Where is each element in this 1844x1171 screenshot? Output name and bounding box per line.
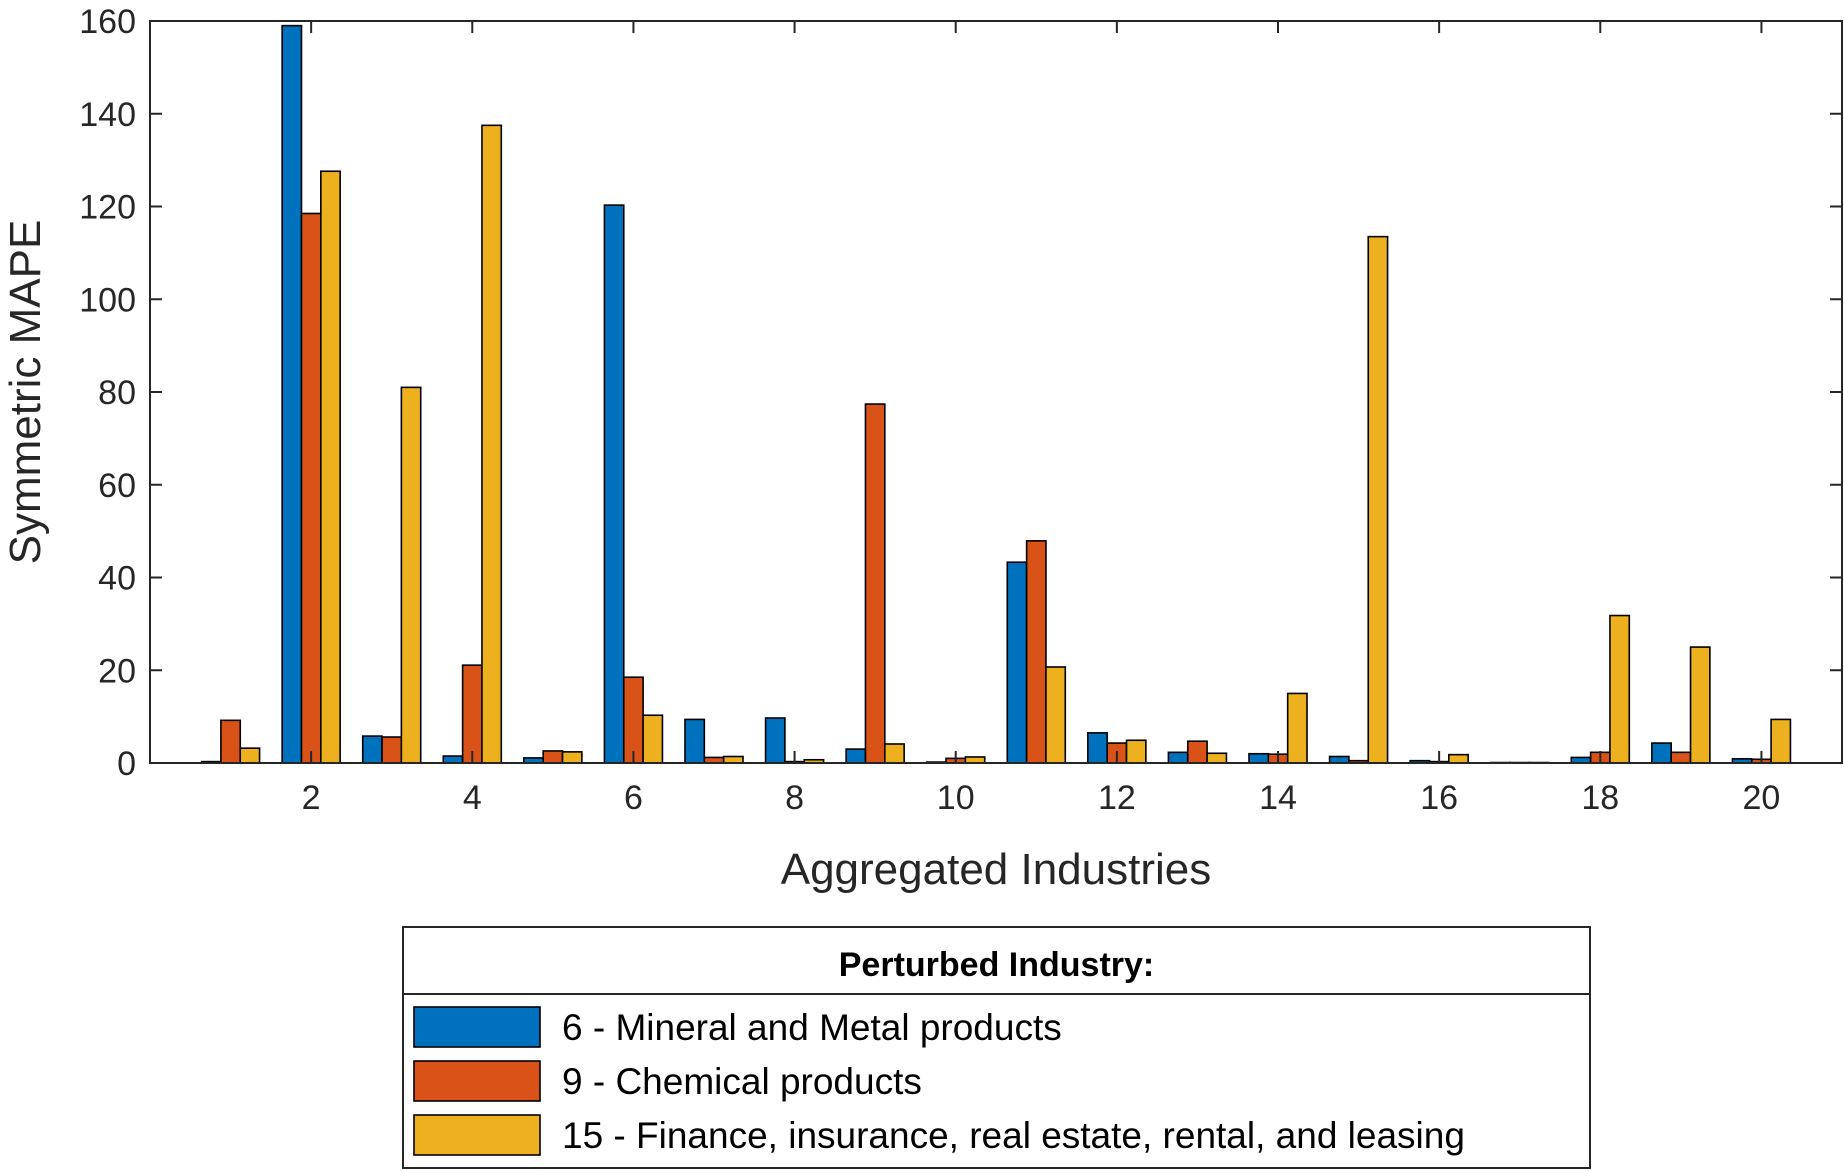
y-tick-label: 20 xyxy=(98,652,136,690)
y-tick-label: 80 xyxy=(98,374,136,412)
bar-1-9 xyxy=(845,748,867,764)
bar-1-7 xyxy=(684,718,706,764)
bar-2-11 xyxy=(1025,540,1047,764)
bar-3-11 xyxy=(1045,666,1067,764)
x-axis-label: Aggregated Industries xyxy=(781,845,1212,894)
legend: Perturbed Industry: 6 - Mineral and Meta… xyxy=(402,926,1591,1169)
bar-2-2 xyxy=(300,212,322,764)
bar-2-1 xyxy=(220,719,242,764)
x-tick-label: 2 xyxy=(302,779,321,817)
bar-3-6 xyxy=(642,714,664,764)
bar-2-3 xyxy=(381,736,403,764)
bar-3-1 xyxy=(239,747,261,764)
bar-3-16 xyxy=(1448,753,1469,764)
x-tick-label: 4 xyxy=(463,779,482,817)
y-tick-label: 120 xyxy=(79,189,136,227)
bar-2-9 xyxy=(864,403,886,764)
legend-swatch-1 xyxy=(413,1006,541,1048)
bar-1-13 xyxy=(1167,751,1189,764)
bar-3-2 xyxy=(320,170,341,764)
bar-1-4 xyxy=(442,755,464,764)
bar-3-14 xyxy=(1286,692,1308,764)
bar-1-12 xyxy=(1087,732,1108,764)
x-tick-label: 16 xyxy=(1420,779,1458,817)
bar-3-3 xyxy=(400,386,422,764)
y-tick-label: 140 xyxy=(79,96,136,134)
bar-3-5 xyxy=(561,751,583,764)
legend-title: Perturbed Industry: xyxy=(839,946,1154,984)
x-tick-label: 8 xyxy=(785,779,804,817)
bar-3-13 xyxy=(1206,752,1228,764)
legend-box xyxy=(402,926,1591,1169)
bar-3-15 xyxy=(1367,235,1389,764)
bar-3-4 xyxy=(481,124,503,764)
bar-1-2 xyxy=(281,24,303,764)
bar-1-6 xyxy=(603,204,625,764)
y-tick-label: 60 xyxy=(98,467,136,505)
ticks-group: 0 20 40 60 80 100 120 140 160 2 4 6 8 10 12 14 16 18 20 xyxy=(79,3,1842,817)
bar-1-8 xyxy=(764,717,786,764)
bar-2-4 xyxy=(461,664,483,764)
x-tick-label: 12 xyxy=(1098,779,1136,817)
bar-2-13 xyxy=(1186,740,1208,764)
legend-label-2: 9 - Chemical products xyxy=(562,1061,922,1102)
bar-3-18 xyxy=(1609,614,1631,764)
bars-group xyxy=(200,24,1792,764)
y-tick-label: 0 xyxy=(117,745,136,783)
bar-3-12 xyxy=(1125,739,1147,764)
legend-swatch-3 xyxy=(413,1114,541,1156)
legend-label-3: 15 - Finance, insurance, real estate, re… xyxy=(562,1115,1465,1156)
y-tick-label: 100 xyxy=(79,281,136,319)
bar-2-5 xyxy=(542,750,564,764)
x-tick-label: 6 xyxy=(624,779,643,817)
x-tick-label: 10 xyxy=(937,779,975,817)
bar-3-20 xyxy=(1770,718,1792,764)
y-axis-label: Symmetric MAPE xyxy=(1,220,50,565)
bar-1-11 xyxy=(1006,561,1028,764)
bar-1-14 xyxy=(1248,752,1270,764)
y-tick-label: 40 xyxy=(98,560,136,598)
bar-3-19 xyxy=(1689,646,1711,764)
bar-1-19 xyxy=(1651,742,1672,764)
x-tick-label: 18 xyxy=(1581,779,1619,817)
bar-1-3 xyxy=(361,735,383,764)
x-tick-label: 20 xyxy=(1743,779,1781,817)
legend-label-1: 6 - Mineral and Metal products xyxy=(562,1007,1062,1048)
bar-2-6 xyxy=(622,676,644,764)
bar-2-19 xyxy=(1670,751,1692,764)
bar-3-9 xyxy=(884,743,905,764)
legend-items: 6 - Mineral and Metal products 9 - Chemic… xyxy=(413,1006,1465,1156)
x-tick-label: 14 xyxy=(1259,779,1297,817)
y-tick-label: 160 xyxy=(79,3,136,41)
legend-swatch-2 xyxy=(413,1060,541,1102)
